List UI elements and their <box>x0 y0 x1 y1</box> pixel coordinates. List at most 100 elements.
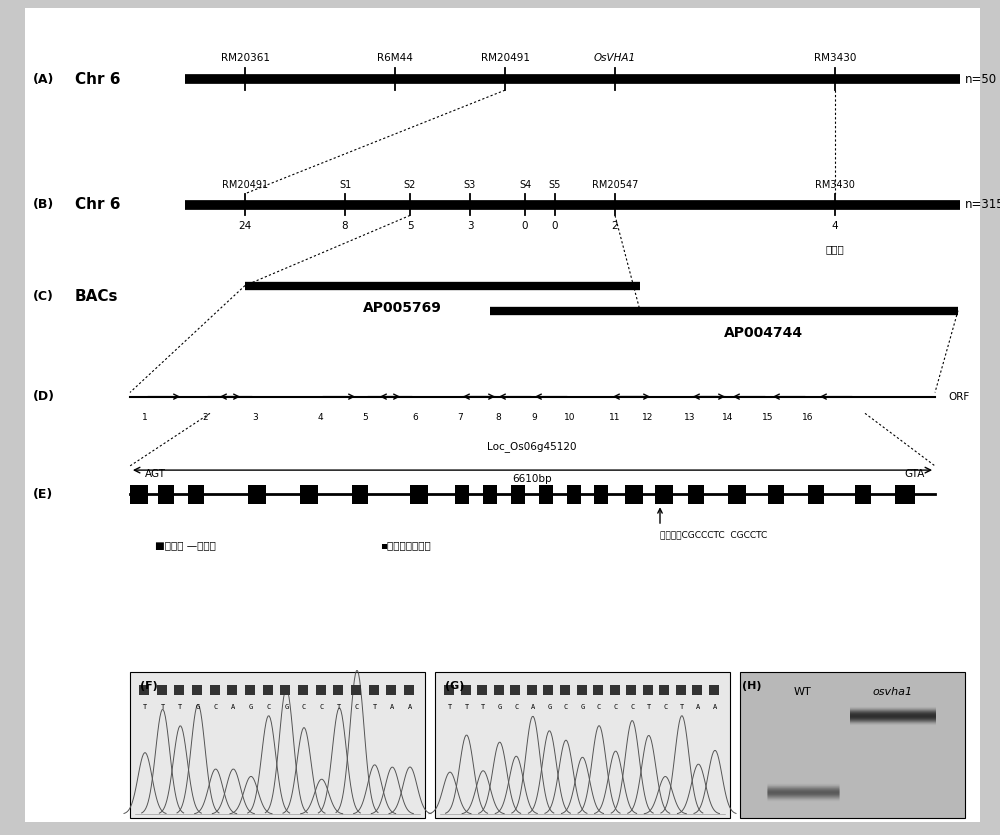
Text: 11: 11 <box>609 413 621 423</box>
Text: Loc_Os06g45120: Loc_Os06g45120 <box>487 441 577 452</box>
Text: 16: 16 <box>802 413 814 423</box>
Text: AP005769: AP005769 <box>363 301 442 315</box>
Text: T: T <box>680 704 684 710</box>
Text: RM20491: RM20491 <box>480 53 530 63</box>
Bar <box>263 685 273 695</box>
Bar <box>455 485 469 504</box>
Text: 2: 2 <box>612 221 618 231</box>
Bar <box>692 685 702 695</box>
Bar <box>594 485 608 504</box>
Text: 4: 4 <box>317 413 323 423</box>
Text: Chr 6: Chr 6 <box>75 72 120 87</box>
Text: 2: 2 <box>202 413 208 423</box>
Bar <box>333 685 343 695</box>
Text: T: T <box>143 704 147 710</box>
Bar <box>444 685 454 695</box>
Text: C: C <box>614 704 618 710</box>
Text: A: A <box>696 704 701 710</box>
Text: C: C <box>564 704 568 710</box>
Text: G: G <box>580 704 585 710</box>
Bar <box>139 685 149 695</box>
Bar <box>527 685 537 695</box>
Bar <box>539 485 553 504</box>
Bar <box>808 485 824 504</box>
Bar <box>643 685 653 695</box>
Text: C: C <box>302 704 306 710</box>
Bar <box>188 485 204 504</box>
Text: (C): (C) <box>33 290 54 303</box>
Bar <box>560 685 570 695</box>
Bar <box>157 685 167 695</box>
Text: GTA: GTA <box>905 469 925 479</box>
Text: RM20547: RM20547 <box>592 180 638 190</box>
Text: 5: 5 <box>362 413 368 423</box>
Text: T: T <box>464 704 469 710</box>
Text: 10: 10 <box>564 413 576 423</box>
Text: n=315: n=315 <box>965 198 1000 211</box>
Bar <box>610 685 620 695</box>
Bar <box>510 685 520 695</box>
Bar <box>369 685 379 695</box>
Text: OsVHA1: OsVHA1 <box>594 53 636 63</box>
Bar <box>352 485 368 504</box>
Text: 3: 3 <box>467 221 473 231</box>
Text: n=50: n=50 <box>965 73 997 86</box>
Text: C: C <box>597 704 601 710</box>
Text: 0: 0 <box>522 221 528 231</box>
Text: (B): (B) <box>33 198 54 211</box>
Bar <box>576 685 586 695</box>
Bar <box>130 672 425 818</box>
Text: C: C <box>355 704 359 710</box>
Bar <box>626 685 636 695</box>
Bar <box>435 672 730 818</box>
Bar <box>659 685 669 695</box>
Bar <box>676 685 686 695</box>
Bar <box>461 685 471 695</box>
Text: 12: 12 <box>642 413 654 423</box>
Bar <box>300 485 318 504</box>
Text: C: C <box>267 704 271 710</box>
Text: S1: S1 <box>339 180 351 190</box>
Text: 6610bp: 6610bp <box>512 474 552 484</box>
Text: A: A <box>231 704 235 710</box>
Text: 5: 5 <box>407 221 413 231</box>
Bar <box>688 485 704 504</box>
Text: S5: S5 <box>549 180 561 190</box>
Text: 3: 3 <box>252 413 258 423</box>
Bar <box>386 685 396 695</box>
Text: ORF: ORF <box>948 392 969 402</box>
Text: ▪上下游非翻译区: ▪上下游非翻译区 <box>380 540 431 550</box>
Bar <box>404 685 414 695</box>
Text: ■外显子 —内含子: ■外显子 —内含子 <box>155 540 216 550</box>
Bar <box>410 485 428 504</box>
Bar <box>494 685 504 695</box>
Bar <box>227 685 237 695</box>
Bar <box>245 685 255 695</box>
Bar <box>855 485 871 504</box>
Text: 0: 0 <box>552 221 558 231</box>
Text: (F): (F) <box>140 681 158 691</box>
Text: 交换株: 交换株 <box>826 245 844 255</box>
Text: 6: 6 <box>412 413 418 423</box>
Bar <box>511 485 525 504</box>
Text: R6M44: R6M44 <box>377 53 413 63</box>
Text: C: C <box>320 704 324 710</box>
Text: (G): (G) <box>445 681 464 691</box>
Bar <box>298 685 308 695</box>
Text: (E): (E) <box>33 488 53 501</box>
Text: 4: 4 <box>832 221 838 231</box>
Text: RM20361: RM20361 <box>220 53 270 63</box>
Text: 15: 15 <box>762 413 774 423</box>
Bar <box>567 485 581 504</box>
Text: A: A <box>713 704 717 710</box>
Text: osvha1: osvha1 <box>873 687 913 697</box>
Text: RM3430: RM3430 <box>815 180 855 190</box>
Bar <box>655 485 673 504</box>
Text: WT: WT <box>794 687 812 697</box>
Text: AGT: AGT <box>144 469 166 479</box>
Text: T: T <box>373 704 377 710</box>
Bar <box>210 685 220 695</box>
Bar <box>543 685 553 695</box>
Text: 8: 8 <box>342 221 348 231</box>
Bar <box>174 685 184 695</box>
